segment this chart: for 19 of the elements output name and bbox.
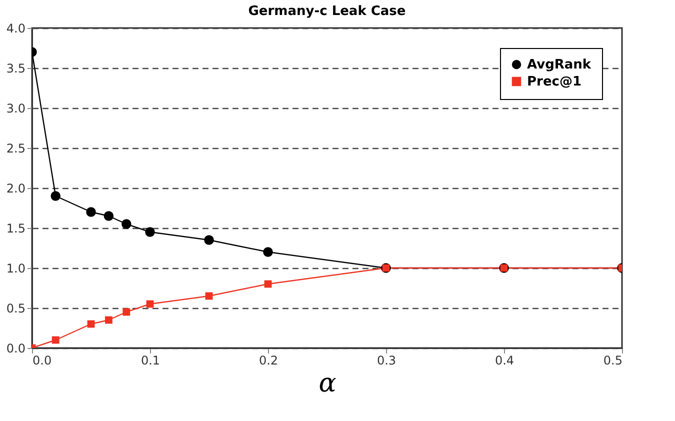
x-tick-label: 0.0 [32,354,52,368]
x-tick-label: 0.3 [376,354,396,368]
y-tick-label: 1.5 [6,222,26,236]
y-tick-label: 3.0 [6,102,26,116]
x-axis-title: α [318,368,337,398]
x-tick-label: 0.1 [140,354,160,368]
y-tick-label: 2.5 [6,142,26,156]
chart-title: Germany-c Leak Case [248,4,406,19]
y-tick-label: 1.0 [6,262,26,276]
y-tick-label: 0.5 [6,302,26,316]
y-tick-label: 3.5 [6,62,26,76]
y-tick-label: 2.0 [6,182,26,196]
y-tick-label: 0.0 [6,342,26,356]
x-tick-label: 0.2 [258,354,278,368]
x-tick-label: 0.4 [494,354,514,368]
x-tick-label: 0.5 [603,354,622,368]
legend-label: Prec@1 [527,74,582,90]
y-tick-label: 4.0 [6,22,26,36]
legend-label: AvgRank [527,58,592,72]
